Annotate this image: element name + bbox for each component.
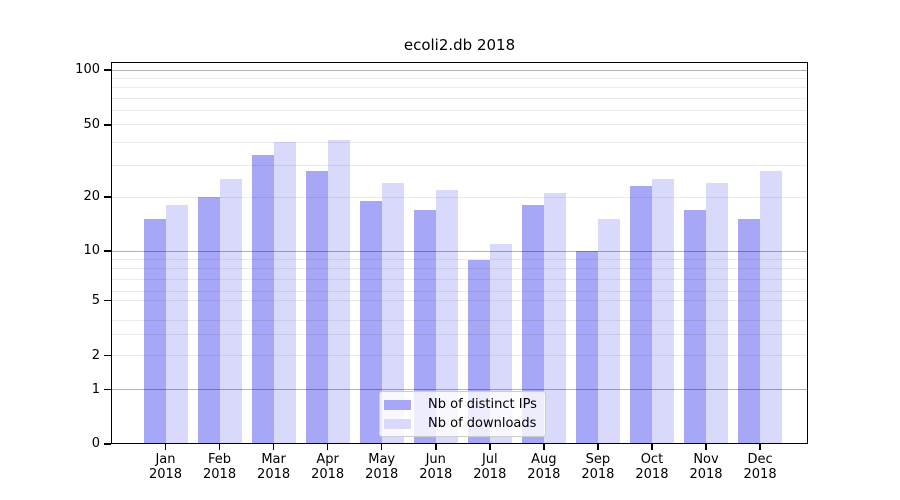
x-tick-label: Apr 2018 <box>311 452 345 482</box>
x-tick-label: Aug 2018 <box>527 452 561 482</box>
x-tick-mark <box>435 444 437 450</box>
y-tick-label: 2 <box>91 347 100 363</box>
x-tick-mark <box>651 444 653 450</box>
bar-distinct-ips <box>143 219 166 444</box>
x-tick-label: Feb 2018 <box>203 452 237 482</box>
bar-downloads <box>706 182 728 444</box>
y-tick-label: 20 <box>83 189 100 204</box>
minor-gridline <box>112 319 807 321</box>
y-tick-label: 1 <box>91 381 100 397</box>
bar-distinct-ips <box>575 251 598 444</box>
major-gridline <box>112 389 807 390</box>
minor-gridline <box>112 268 807 269</box>
bar-distinct-ips <box>413 209 436 444</box>
x-tick-mark <box>543 444 545 450</box>
minor-gridline <box>112 196 807 198</box>
y-tick-label: 0 <box>91 436 100 451</box>
x-tick-label: Oct 2018 <box>635 452 669 482</box>
x-tick-mark <box>272 444 275 450</box>
bar-downloads <box>435 189 458 444</box>
minor-gridline <box>112 77 807 79</box>
bar-distinct-ips <box>359 200 382 444</box>
x-tick-label: Sep 2018 <box>581 452 615 482</box>
y-tick-mark <box>104 443 111 445</box>
x-tick-mark <box>218 444 221 450</box>
minor-gridline <box>112 333 807 335</box>
x-tick-label: Mar 2018 <box>257 452 291 482</box>
minor-gridline <box>112 87 807 89</box>
bar-distinct-ips <box>197 197 220 444</box>
x-tick-label: Nov 2018 <box>689 452 723 482</box>
legend-swatch-downloads-icon <box>384 418 411 429</box>
bar-distinct-ips <box>629 186 652 444</box>
x-tick-mark <box>705 444 707 450</box>
x-tick-mark <box>759 444 761 450</box>
x-tick-mark <box>597 444 599 450</box>
y-tick-mark <box>104 250 111 252</box>
y-tick-label: 5 <box>91 292 100 308</box>
minor-gridline <box>112 124 807 126</box>
x-tick-label: Dec 2018 <box>743 452 777 482</box>
y-tick-label: 100 <box>75 62 100 77</box>
bar-distinct-ips <box>251 155 274 444</box>
legend-label-distinct-ips: Nb of distinct IPs <box>428 397 537 412</box>
legend-entry-distinct-ips: Nb of distinct IPs <box>384 397 545 412</box>
y-tick-label: 50 <box>83 116 100 132</box>
x-tick-label: May 2018 <box>365 452 399 482</box>
bar-distinct-ips <box>305 170 328 444</box>
x-tick-label: Jan 2018 <box>148 452 183 482</box>
bar-downloads <box>651 179 674 444</box>
legend-swatch-distinct-ips-icon <box>384 399 411 410</box>
x-tick-mark <box>380 444 383 450</box>
y-tick-mark <box>104 354 111 357</box>
y-tick-label: 10 <box>83 243 100 258</box>
y-tick-mark <box>104 69 111 71</box>
minor-gridline <box>112 290 807 292</box>
y-tick-mark <box>104 388 111 391</box>
x-tick-label: Jul 2018 <box>473 452 507 482</box>
chart-title: ecoli2.db 2018 <box>403 36 516 54</box>
minor-gridline <box>112 164 807 166</box>
x-tick-mark <box>326 444 329 450</box>
minor-gridline <box>112 300 807 301</box>
minor-gridline <box>112 97 807 99</box>
minor-gridline <box>112 141 807 143</box>
bar-distinct-ips <box>684 209 706 444</box>
minor-gridline <box>112 109 807 111</box>
minor-gridline <box>112 355 807 357</box>
bar-downloads <box>273 142 296 444</box>
bar-downloads <box>760 170 783 444</box>
bar-downloads <box>381 182 404 444</box>
bar-distinct-ips <box>738 219 761 444</box>
bar-distinct-ips <box>521 205 544 444</box>
bar-downloads <box>597 219 620 444</box>
bar-downloads <box>543 193 566 444</box>
legend-label-downloads: Nb of downloads <box>428 416 537 431</box>
y-tick-mark <box>104 124 111 126</box>
major-gridline <box>112 250 807 252</box>
x-tick-label: Jun 2018 <box>419 452 453 482</box>
y-tick-mark <box>104 196 111 198</box>
y-tick-mark <box>104 299 111 302</box>
minor-gridline <box>112 279 807 280</box>
major-gridline <box>112 69 807 71</box>
minor-gridline <box>112 259 807 260</box>
x-tick-mark <box>489 444 491 450</box>
legend-entry-downloads: Nb of downloads <box>384 416 545 431</box>
bar-downloads <box>165 205 188 444</box>
legend: Nb of distinct IPs Nb of downloads <box>379 391 546 437</box>
bar-downloads <box>219 179 242 444</box>
x-tick-mark <box>164 444 167 450</box>
bar-downloads <box>327 140 350 444</box>
